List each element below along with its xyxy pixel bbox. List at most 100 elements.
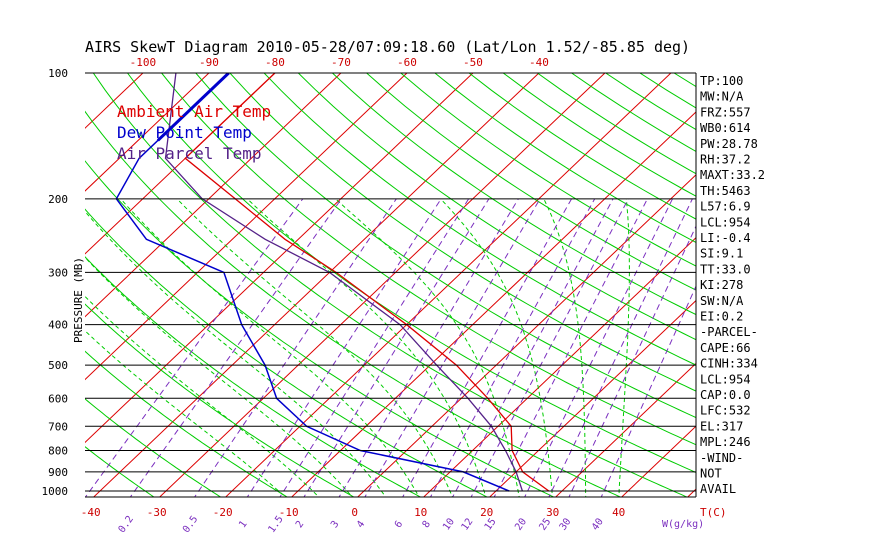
index-value: -PARCEL- [700, 325, 758, 339]
index-value: LFC:532 [700, 404, 751, 418]
isotherm-line [0, 73, 11, 500]
moist-adiabat-line [246, 198, 487, 497]
mixing-ratio-line [524, 198, 673, 497]
isotherm-line [0, 73, 77, 500]
isotherm-line [85, 73, 210, 192]
pressure-tick-label: 600 [48, 392, 68, 405]
isotherm-line [356, 174, 696, 497]
top-temp-tick-label: -40 [529, 56, 549, 69]
isotherm-line [224, 73, 672, 497]
index-value: MPL:246 [700, 435, 751, 449]
top-temp-tick-label: -60 [397, 56, 417, 69]
moist-adiabat-line [85, 256, 353, 497]
moist-adiabat-line [120, 198, 420, 497]
isotherm-line [554, 362, 696, 497]
mixing-ratio-tick-label: 1 [237, 519, 249, 530]
bottom-temp-tick-label: 40 [612, 506, 625, 519]
series-line-ambient-air-temp [184, 73, 550, 492]
mixing-ratio-line [194, 198, 397, 497]
mixing-ratio-line [429, 198, 596, 497]
series-line-air-parcel-temp [164, 73, 524, 492]
series-line-dew-point-temp [115, 73, 510, 492]
index-value: CINH:334 [700, 357, 758, 371]
isotherm-line [92, 73, 540, 497]
dry-adiabat-line [161, 73, 696, 446]
isotherm-line [751, 73, 870, 500]
dry-adiabat-line [85, 110, 622, 497]
isotherm-line [85, 73, 342, 318]
index-value: FRZ:557 [700, 105, 751, 119]
bottom-temp-tick-label: -40 [81, 506, 101, 519]
chart-title: AIRS SkewT Diagram 2010-05-28/07:09:18.6… [85, 38, 690, 56]
mixing-ratio-line [129, 198, 342, 497]
background-grid [0, 73, 870, 500]
bottom-temp-tick-label: 10 [414, 506, 427, 519]
isotherm-line [85, 73, 474, 444]
index-value: MW:N/A [700, 90, 744, 104]
index-value: EI:0.2 [700, 310, 743, 324]
dry-adiabat-line [434, 73, 696, 243]
dry-adiabat-line [85, 350, 289, 497]
mixing-ratio-tick-label: 3 [329, 519, 341, 530]
mixing-ratio-unit-label: W(g/kg) [662, 519, 704, 530]
dry-adiabat-line [92, 73, 689, 497]
pressure-tick-label: 200 [48, 193, 68, 206]
index-value: KI:278 [700, 278, 743, 292]
moist-adiabat-line [543, 198, 587, 497]
mixing-ratio-line [600, 284, 696, 497]
dry-adiabat-line [777, 73, 870, 500]
pressure-tick-label: 300 [48, 266, 68, 279]
index-value: LI:-0.4 [700, 231, 751, 245]
index-value: AVAIL [700, 482, 736, 496]
mixing-ratio-tick-label: 0.5 [181, 514, 200, 535]
dry-adiabat-line [85, 303, 355, 497]
mixing-ratio-line [85, 198, 304, 497]
legend-entry: Ambient Air Temp [117, 102, 271, 121]
mixing-ratio-line [279, 198, 470, 497]
index-value: TP:100 [700, 74, 743, 88]
dry-adiabat-line [332, 73, 696, 316]
mixing-ratio-line [338, 198, 519, 497]
index-value: SI:9.1 [700, 247, 743, 261]
moist-adiabat-line [85, 210, 387, 497]
moist-adiabat-line [85, 330, 287, 497]
axes: 1002003004005006007008009001000PRESSURE … [42, 56, 727, 535]
top-temp-tick-label: -100 [130, 56, 157, 69]
top-temp-tick-label: -90 [199, 56, 219, 69]
dry-adiabat-line [229, 73, 696, 392]
moist-adiabat-line [176, 198, 454, 497]
bottom-temp-tick-label: -30 [147, 506, 167, 519]
pressure-tick-label: 400 [48, 319, 68, 332]
bottom-temp-tick-label: 0 [351, 506, 358, 519]
dry-adiabat-line [195, 73, 696, 419]
dewpoint-top-segment [156, 73, 230, 142]
index-value: EL:317 [700, 419, 743, 433]
dry-adiabat-line [400, 73, 696, 267]
mixing-ratio-line [470, 198, 629, 497]
bottom-temp-tick-label: -10 [279, 506, 299, 519]
mixing-ratio-line [402, 198, 572, 497]
index-value: TT:33.0 [700, 262, 751, 276]
mixing-ratio-tick-label: 12 [460, 516, 476, 532]
index-value: WB0:614 [700, 121, 751, 135]
profile-traces [115, 73, 550, 492]
bottom-temp-tick-label: -20 [213, 506, 233, 519]
index-value: -WIND- [700, 451, 743, 465]
pressure-tick-label: 700 [48, 420, 68, 433]
index-value: NOT [700, 467, 722, 481]
mixing-ratio-tick-label: 4 [355, 519, 367, 530]
mixing-ratio-line [568, 225, 696, 497]
pressure-tick-label: 1000 [42, 485, 69, 498]
mixing-ratio-line [364, 198, 541, 497]
legend-entry: Dew Point Temp [117, 123, 252, 142]
legend-entry: Air Parcel Temp [117, 144, 262, 163]
top-temp-tick-label: -80 [265, 56, 285, 69]
isotherm-line [422, 236, 696, 497]
mixing-ratio-tick-label: 2 [294, 519, 306, 530]
dry-adiabat-line [366, 73, 696, 291]
index-value: RH:37.2 [700, 153, 751, 167]
dry-adiabat-line [127, 73, 696, 474]
dry-adiabat-line [85, 208, 489, 497]
